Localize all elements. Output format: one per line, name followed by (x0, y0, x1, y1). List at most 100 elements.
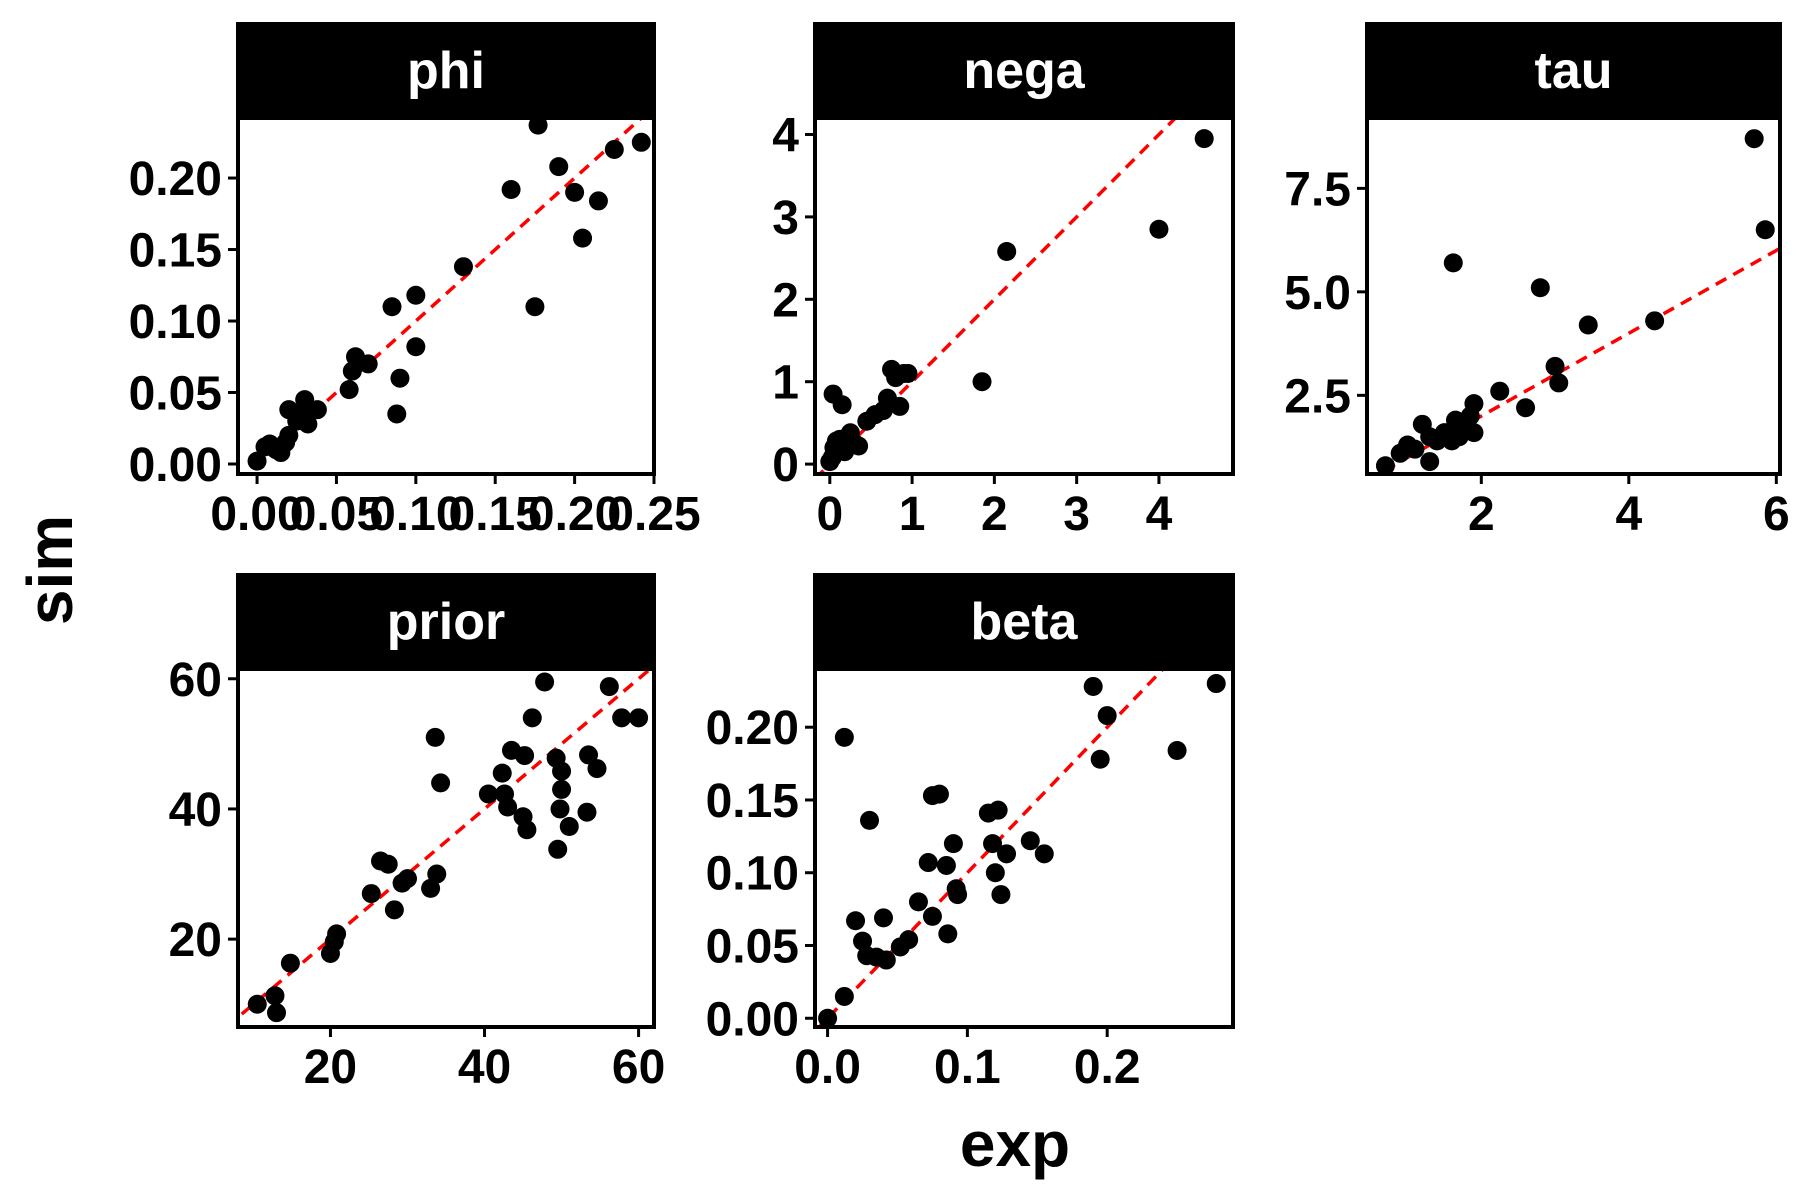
panel-phi: phi0.000.050.100.150.200.250.000.050.100… (129, 22, 701, 541)
y-axis-title: sim (14, 515, 86, 625)
data-point (425, 727, 445, 747)
data-point (1443, 253, 1463, 273)
data-point (1744, 129, 1764, 149)
y-tick-label: 20 (169, 914, 222, 967)
data-point (298, 414, 318, 434)
data-point (1516, 398, 1536, 418)
data-point (846, 911, 866, 931)
y-tick-label: 0.00 (129, 439, 222, 492)
y-tick-label: 7.5 (1284, 163, 1351, 216)
data-point (983, 834, 1003, 854)
x-tick-label: 0.10 (369, 488, 462, 541)
data-point (421, 878, 441, 898)
y-tick-label: 0.20 (129, 153, 222, 206)
data-point (342, 361, 362, 381)
data-point (832, 395, 852, 415)
data-point (552, 761, 572, 781)
x-tick-label: 60 (612, 1041, 665, 1094)
panel-strip (813, 573, 1235, 669)
data-point (908, 892, 928, 912)
data-point (390, 368, 410, 388)
panel-tau: tau 2 4 6 2.5 5.0 7.5 (1284, 22, 1790, 541)
data-point (922, 906, 942, 926)
data-point (548, 839, 568, 859)
y-tick-label: 2 (772, 274, 799, 327)
y-tick-label: 40 (169, 784, 222, 837)
data-point (515, 746, 535, 766)
data-point (1375, 456, 1395, 476)
data-point (501, 179, 521, 199)
data-point (604, 139, 624, 159)
data-point (427, 864, 447, 884)
x-axis-title: exp (960, 1108, 1070, 1180)
data-point (874, 908, 894, 928)
x-tick-label: 0.00 (210, 488, 303, 541)
data-point (599, 677, 619, 697)
data-point (899, 930, 919, 950)
data-point (549, 157, 569, 177)
data-point (565, 182, 585, 202)
identity-reference-line (1374, 246, 1780, 474)
data-point (1464, 394, 1484, 414)
x-tick-label: 0.25 (607, 488, 700, 541)
y-tick-label: 0.05 (129, 368, 222, 421)
data-point (478, 784, 498, 804)
data-point (525, 297, 545, 317)
y-tick-label: 0.10 (129, 296, 222, 349)
panel-title: beta (971, 593, 1079, 651)
data-point (387, 404, 407, 424)
data-point (588, 191, 608, 211)
x-tick-label: 4 (1615, 488, 1642, 541)
data-point (406, 337, 426, 357)
data-point (265, 986, 285, 1006)
data-point (1530, 278, 1550, 298)
data-point (1578, 315, 1598, 335)
x-tick-label: 0.15 (449, 488, 542, 541)
data-point (918, 853, 938, 873)
data-point (577, 802, 597, 822)
data-point (1097, 706, 1117, 726)
panel-beta: beta 0.0 0.1 0.2 0.00 0.05 0.10 0.15 0.20 (706, 573, 1235, 1094)
data-point (631, 132, 651, 152)
y-tick-label: 0.00 (706, 993, 799, 1046)
data-point (1645, 311, 1665, 331)
x-tick-label: 0 (816, 488, 843, 541)
x-tick-label: 0.0 (794, 1041, 861, 1094)
data-point (1405, 439, 1425, 459)
data-point (890, 396, 910, 416)
y-tick-label: 3 (772, 192, 799, 245)
data-point (612, 708, 632, 728)
x-tick-label: 3 (1063, 488, 1090, 541)
y-tick-label: 0.15 (706, 775, 799, 828)
data-point (384, 900, 404, 920)
x-tick-label: 40 (458, 1041, 511, 1094)
data-point (818, 1008, 838, 1028)
panel-strip (813, 22, 1235, 118)
data-point (361, 884, 381, 904)
y-tick-label: 0 (772, 439, 799, 492)
data-point (267, 1003, 287, 1023)
data-point (972, 372, 992, 392)
data-point (988, 800, 1008, 820)
data-point (397, 869, 417, 889)
x-tick-label: 2 (1468, 488, 1495, 541)
data-point (1167, 740, 1187, 760)
data-point (834, 727, 854, 747)
y-tick-label: 60 (169, 654, 222, 707)
y-tick-label: 0.15 (129, 225, 222, 278)
x-tick-label: 1 (899, 488, 926, 541)
panel-strip (236, 22, 656, 118)
data-point (1194, 129, 1214, 149)
panel-strip (1365, 22, 1782, 118)
panel-nega: nega 0 1 2 3 4 0 1 2 3 4 (772, 22, 1235, 541)
data-point (997, 844, 1017, 864)
data-point (1083, 676, 1103, 696)
data-point (938, 924, 958, 944)
data-point (522, 708, 542, 728)
data-point (339, 380, 359, 400)
data-point (876, 950, 896, 970)
data-point (247, 451, 267, 471)
data-point (849, 436, 869, 456)
panel-title: nega (963, 42, 1085, 100)
